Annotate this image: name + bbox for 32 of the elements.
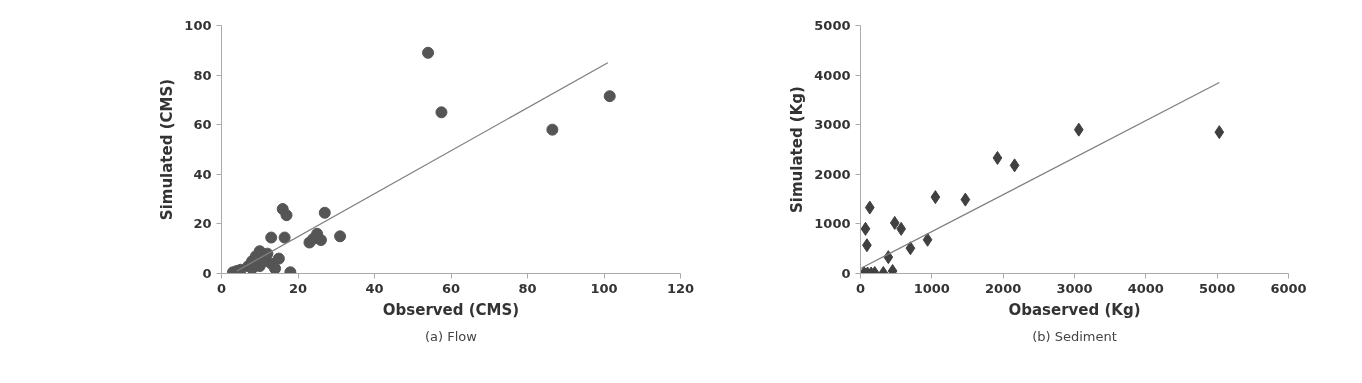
- y-tick-label: 40: [193, 166, 212, 182]
- x-tick-label: 100: [590, 280, 618, 296]
- y-tick-label: 5000: [814, 18, 851, 33]
- x-tick-label: 80: [518, 280, 537, 296]
- y-tick-label: 1000: [814, 216, 851, 232]
- y-tick-label: 4000: [814, 67, 851, 83]
- x-tick-label: 40: [365, 280, 384, 296]
- y-tick-label: 60: [193, 117, 212, 133]
- y-tick-label: 0: [202, 266, 212, 281]
- y-tick-label: 100: [184, 18, 212, 33]
- y-axis-title: Simulated (CMS): [158, 78, 177, 221]
- x-tick-label: 4000: [1127, 280, 1164, 296]
- x-axis-title: Obaserved (Kg): [1008, 300, 1141, 319]
- y-tick-label: 3000: [814, 117, 851, 133]
- x-tick-label: 5000: [1199, 280, 1236, 296]
- x-tick-label: 2000: [985, 280, 1022, 296]
- x-tick-label: 0: [855, 280, 866, 296]
- text: (b) Sediment: [1032, 328, 1117, 344]
- y-tick-label: 80: [193, 67, 212, 83]
- x-tick-label: 20: [288, 280, 308, 296]
- x-tick-label: 120: [666, 280, 695, 296]
- y-axis-title: Simulated (Kg): [788, 86, 807, 213]
- text: (a) Flow: [425, 328, 478, 344]
- x-tick-label: 0: [216, 280, 227, 296]
- x-tick-label: 6000: [1270, 280, 1307, 296]
- y-tick-label: 2000: [814, 166, 851, 182]
- x-tick-label: 3000: [1056, 280, 1093, 296]
- x-tick-label: 60: [441, 280, 461, 296]
- x-tick-label: 1000: [913, 280, 950, 296]
- x-axis-title: Observed (CMS): [382, 300, 520, 319]
- y-tick-label: 0: [841, 266, 851, 281]
- y-tick-label: 20: [193, 216, 212, 232]
